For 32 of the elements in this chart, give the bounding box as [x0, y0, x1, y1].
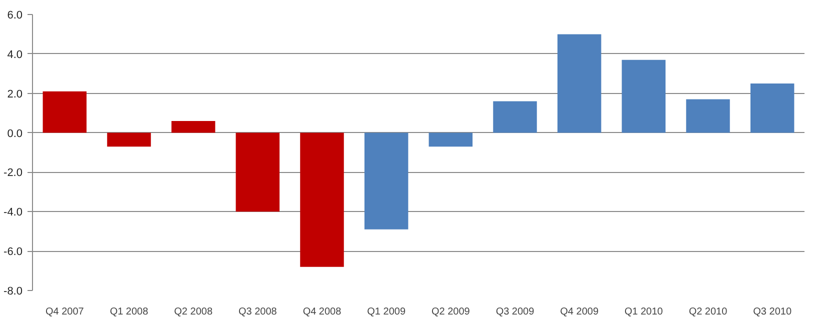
- y-tick-label: -8.0: [4, 286, 23, 298]
- x-tick-label: Q4 2009: [560, 306, 599, 318]
- bar: [236, 132, 280, 212]
- y-tick-label: -4.0: [4, 206, 23, 219]
- bar: [428, 132, 473, 147]
- bar: [42, 91, 87, 133]
- y-tick-label: 6.0: [7, 10, 23, 22]
- bar: [493, 101, 537, 133]
- bar: [364, 132, 408, 230]
- x-tick-label: Q4 2007: [45, 306, 84, 318]
- bar: [300, 132, 344, 267]
- y-tick-label: -2.0: [4, 167, 23, 180]
- bar: [686, 99, 730, 133]
- y-tick-label: -6.0: [4, 246, 23, 258]
- y-tick-label: 2.0: [7, 88, 23, 100]
- bar: [171, 120, 216, 133]
- x-tick-label: Q4 2008: [302, 306, 342, 318]
- x-tick-label: Q1 2010: [624, 306, 664, 318]
- y-tick-label: 0.0: [7, 128, 23, 140]
- bar: [750, 84, 794, 133]
- x-tick-label: Q3 2010: [753, 306, 792, 318]
- x-tick-label: Q2 2009: [431, 306, 470, 318]
- x-tick-label: Q1 2009: [367, 306, 406, 318]
- x-tick-label: Q1 2008: [110, 306, 149, 318]
- x-tick-label: Q2 2008: [174, 306, 213, 318]
- bar: [107, 132, 151, 147]
- bar: [557, 34, 602, 133]
- x-tick-label: Q2 2010: [688, 306, 728, 318]
- x-tick-label: Q3 2009: [496, 306, 535, 318]
- bar: [622, 60, 666, 133]
- x-tick-label: Q3 2008: [238, 306, 278, 318]
- y-tick-label: 4.0: [7, 48, 23, 61]
